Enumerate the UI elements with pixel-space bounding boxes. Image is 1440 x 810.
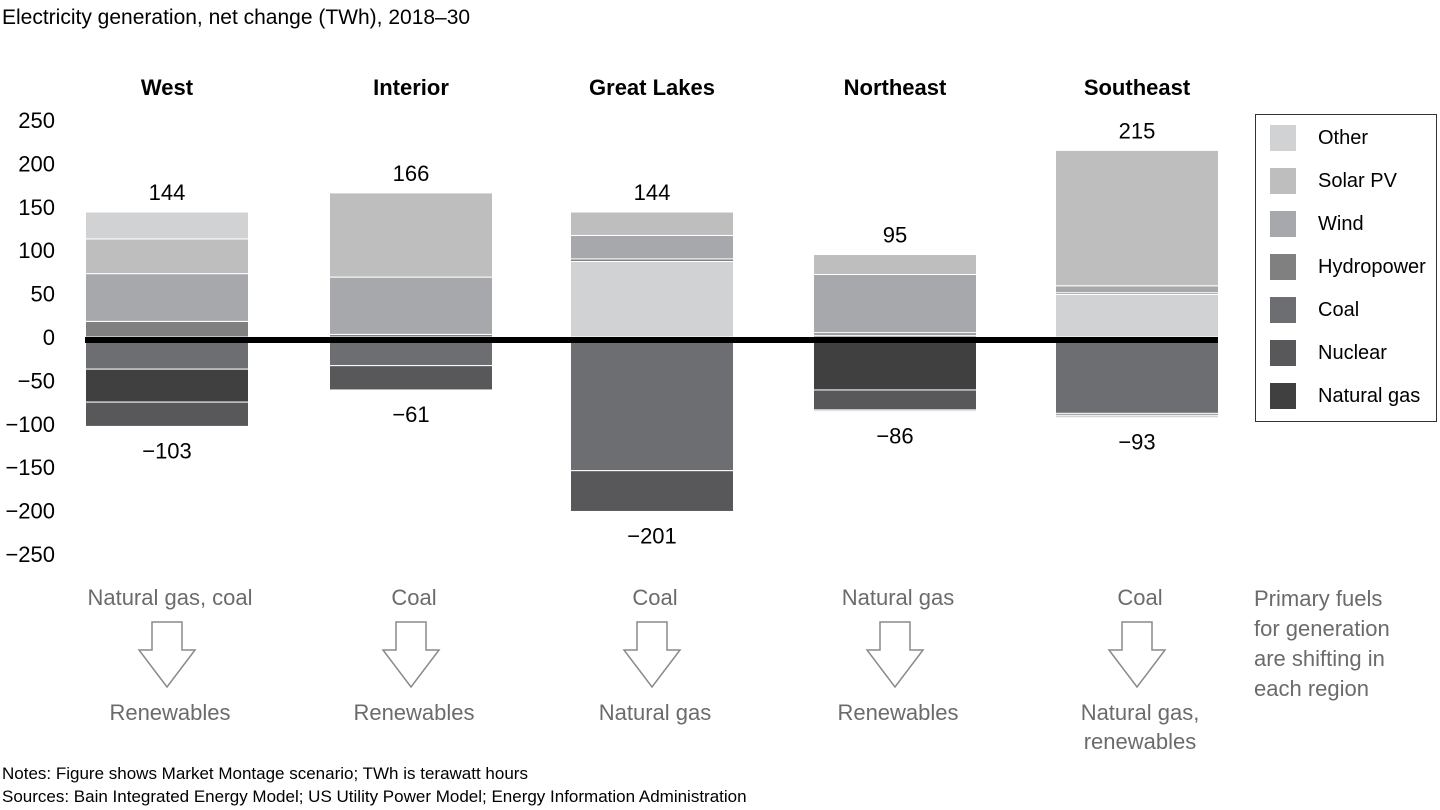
down-arrow-icon <box>381 621 441 689</box>
side-note-line: each region <box>1254 676 1369 701</box>
data-label-negative: −61 <box>392 402 429 427</box>
bar-segment-other <box>570 260 734 338</box>
region-header: Southeast <box>1084 75 1191 100</box>
y-tick-label: −150 <box>5 455 55 480</box>
data-label-positive: 215 <box>1119 118 1156 143</box>
side-note-line: Primary fuels <box>1254 586 1383 611</box>
region-header: Interior <box>373 75 449 100</box>
legend-item: Natural gas <box>1270 382 1420 410</box>
fuel-from: Natural gas, coal <box>87 585 252 610</box>
fuel-to: Renewables <box>353 700 474 725</box>
bar-segment-other <box>1055 293 1219 338</box>
bar-segment-natural-gas <box>85 368 249 403</box>
bar-segment-other <box>813 409 977 413</box>
fuel-to: Renewables <box>109 700 230 725</box>
legend-label: Nuclear <box>1318 341 1387 364</box>
bar-segment-wind <box>570 234 734 260</box>
legend-swatch <box>1270 125 1296 151</box>
bar-segment-solar-pv <box>85 238 249 275</box>
legend-label: Wind <box>1318 212 1364 235</box>
bar-segment-coal <box>1055 336 1219 414</box>
bar-segment-other <box>1055 414 1219 419</box>
y-tick-label: −250 <box>5 542 55 567</box>
y-tick-label: 100 <box>18 238 55 263</box>
notes: Notes: Figure shows Market Montage scena… <box>2 764 528 783</box>
data-label-negative: −86 <box>876 424 913 449</box>
bar-segment-nuclear <box>85 401 249 427</box>
fuel-from: Coal <box>632 585 677 610</box>
y-tick-label: 0 <box>43 325 55 350</box>
y-tick-label: 200 <box>18 151 55 176</box>
bar-segment-wind <box>813 274 977 334</box>
bar-segment-natural-gas <box>813 336 977 391</box>
bar-segment-wind <box>85 273 249 322</box>
data-label-negative: −93 <box>1118 430 1155 455</box>
bar-segment-other <box>85 211 249 240</box>
legend: Other Solar PV Wind Hydropower Coal Nuclear Na… <box>1255 114 1437 422</box>
data-label-negative: −103 <box>142 438 192 463</box>
data-label-positive: 144 <box>634 180 671 205</box>
fuel-from: Coal <box>391 585 436 610</box>
data-label-positive: 166 <box>393 161 430 186</box>
bar-segment-solar-pv <box>329 192 493 278</box>
bar-segment-solar-pv <box>1055 149 1219 287</box>
region-header: West <box>141 75 194 100</box>
y-tick-label: −100 <box>5 412 55 437</box>
legend-label: Solar PV <box>1318 169 1397 192</box>
down-arrow-icon <box>622 621 682 689</box>
bar-segment-wind <box>1055 285 1219 294</box>
fuel-from: Natural gas <box>842 585 955 610</box>
y-tick-label: 150 <box>18 195 55 220</box>
bar-segment-nuclear <box>570 470 734 512</box>
y-tick-label: −50 <box>18 368 55 393</box>
fuel-to: renewables <box>1084 729 1197 754</box>
down-arrow-icon <box>865 621 925 689</box>
bar-segment-hydropower <box>85 320 249 338</box>
fuel-from: Coal <box>1117 585 1162 610</box>
legend-swatch <box>1270 340 1296 366</box>
y-tick-label: 50 <box>31 282 55 307</box>
region-header: Great Lakes <box>589 75 715 100</box>
fuel-to: Natural gas <box>599 700 712 725</box>
data-label-positive: 144 <box>149 180 186 205</box>
legend-label: Hydropower <box>1318 255 1426 278</box>
legend-label: Coal <box>1318 298 1360 321</box>
legend-item: Wind <box>1270 210 1364 238</box>
legend-swatch <box>1270 211 1296 237</box>
down-arrow-icon <box>137 621 197 689</box>
legend-label: Other <box>1318 126 1369 149</box>
legend-item: Coal <box>1270 296 1359 324</box>
bar-segment-nuclear <box>813 389 977 411</box>
legend-label: Natural gas <box>1318 384 1421 407</box>
bar-segment-coal <box>570 336 734 472</box>
legend-swatch <box>1270 297 1296 323</box>
y-tick-label: 250 <box>18 108 55 133</box>
bar-segment-solar-pv <box>813 254 977 276</box>
y-tick-label: −200 <box>5 499 55 524</box>
down-arrow-icon <box>1107 621 1167 689</box>
legend-item: Nuclear <box>1270 339 1387 367</box>
fuel-to: Natural gas, <box>1081 700 1200 725</box>
legend-item: Other <box>1270 124 1368 152</box>
legend-item: Solar PV <box>1270 167 1397 195</box>
legend-swatch <box>1270 254 1296 280</box>
region-header: Northeast <box>844 75 947 100</box>
data-label-positive: 95 <box>883 223 907 248</box>
side-note-line: for generation <box>1254 616 1390 641</box>
bar-segment-solar-pv <box>570 211 734 236</box>
sources: Sources: Bain Integrated Energy Model; U… <box>2 787 747 806</box>
chart-title: Electricity generation, net change (TWh)… <box>2 6 471 29</box>
legend-swatch <box>1270 168 1296 194</box>
legend-item: Hydropower <box>1270 253 1426 281</box>
data-label-negative: −201 <box>627 523 677 548</box>
fuel-to: Renewables <box>837 700 958 725</box>
legend-swatch <box>1270 383 1296 409</box>
side-note-line: are shifting in <box>1254 646 1385 671</box>
side-note: Primary fuels for generation are shiftin… <box>1254 584 1390 704</box>
bar-segment-wind <box>329 276 493 335</box>
bar-segment-nuclear <box>329 365 493 391</box>
